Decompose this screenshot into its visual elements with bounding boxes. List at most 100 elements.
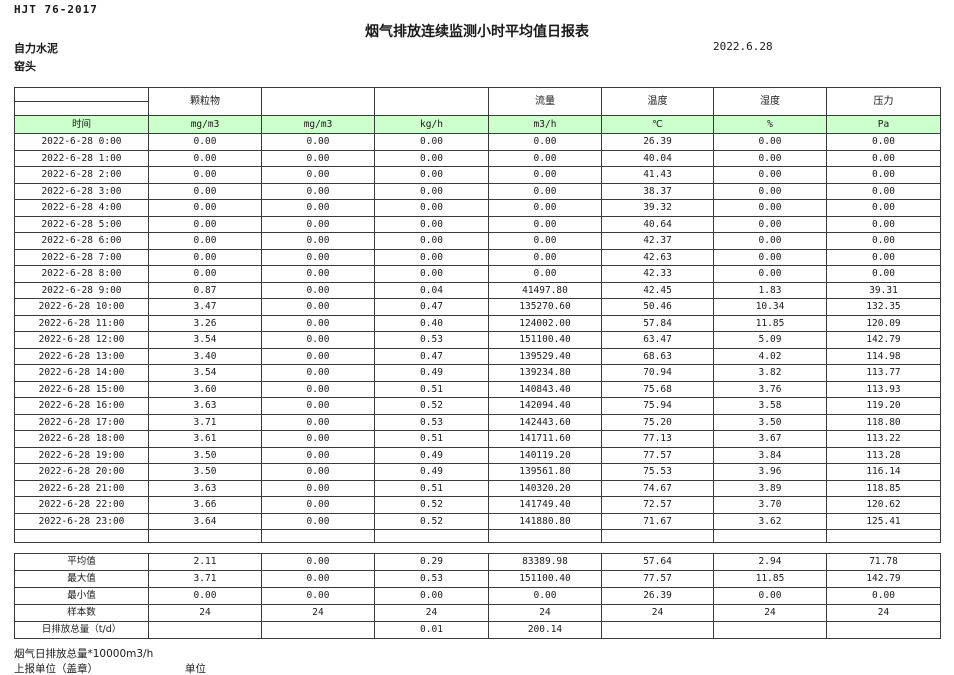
value-cell: 3.71 [148, 413, 262, 431]
value-cell: 0.00 [148, 182, 262, 200]
value-cell: 0.00 [713, 166, 827, 184]
flow-total-note: 烟气日排放总量*10000m3/h [14, 648, 154, 660]
value-cell: 139234.80 [488, 364, 602, 382]
time-cell: 2022-6-28 20:00 [14, 463, 149, 481]
table-row: 2022-6-28 12:00 3.54 0.00 0.53 151100.40 63.4… [14, 331, 941, 349]
time-cell: 2022-6-28 1:00 [14, 149, 149, 167]
value-cell: 0.00 [826, 182, 941, 200]
value-cell: 0.00 [261, 298, 375, 316]
value-cell: 0.00 [488, 199, 602, 217]
value-cell: 0.00 [261, 413, 375, 431]
value-cell: 0.00 [713, 232, 827, 250]
value-cell: 0.00 [826, 248, 941, 266]
value-cell: 75.68 [601, 380, 714, 398]
units-row: 时间 mg/m3 mg/m3 kg/h m3/h ℃ % Pa [14, 115, 941, 134]
value-cell: 3.66 [148, 496, 262, 514]
value-cell: 75.53 [601, 463, 714, 481]
value-cell: 0.00 [261, 347, 375, 365]
value-cell: 0.00 [261, 199, 375, 217]
table-row: 2022-6-28 1:00 0.00 0.00 0.00 0.00 40.04 0.00 0… [14, 149, 941, 167]
value-cell: 0.00 [374, 248, 489, 266]
value-cell: 75.20 [601, 413, 714, 431]
value-cell: 0.00 [488, 215, 602, 233]
value-cell: 0.00 [713, 215, 827, 233]
table-row: 2022-6-28 4:00 0.00 0.00 0.00 0.00 39.32 0.00 0… [14, 199, 941, 217]
table-row: 2022-6-28 13:00 3.40 0.00 0.47 139529.40 68.6… [14, 347, 941, 365]
value-cell: 3.47 [148, 298, 262, 316]
value-cell: 0.00 [261, 182, 375, 200]
summary-value-cell: 0.00 [261, 587, 375, 605]
value-cell: 0.00 [148, 232, 262, 250]
value-cell: 0.00 [826, 149, 941, 167]
value-cell: 0.00 [826, 166, 941, 184]
time-cell: 2022-6-28 10:00 [14, 298, 149, 316]
value-cell: 0.00 [148, 199, 262, 217]
summary-value-cell: 142.79 [826, 570, 941, 588]
value-cell: 3.40 [148, 347, 262, 365]
summary-value-cell: 11.85 [713, 570, 827, 588]
pm-unit-header: mg/m3 [148, 115, 262, 134]
value-cell: 140320.20 [488, 479, 602, 497]
value-cell: 0.00 [261, 149, 375, 167]
pm-group-header: 颗粒物 [148, 87, 262, 116]
empty-cell [601, 529, 714, 543]
table-row: 2022-6-28 8:00 0.00 0.00 0.00 0.00 42.33 0.00 0… [14, 265, 941, 283]
value-cell: 77.57 [601, 446, 714, 464]
value-cell: 116.14 [826, 463, 941, 481]
summary-table: 平均值 2.11 0.00 0.29 83389.98 57.64 2.94 71.78 最大值… [14, 553, 941, 639]
data-rows-body: 2022-6-28 0:00 0.00 0.00 0.00 0.00 26.39 0.00 0… [14, 133, 941, 543]
time-cell: 2022-6-28 8:00 [14, 265, 149, 283]
temperature-unit-header: ℃ [601, 115, 714, 134]
value-cell: 139561.80 [488, 463, 602, 481]
value-cell: 0.00 [261, 265, 375, 283]
value-cell: 139529.40 [488, 347, 602, 365]
empty-row [14, 529, 941, 543]
value-cell: 68.63 [601, 347, 714, 365]
summary-value-cell: 0.53 [374, 570, 489, 588]
value-cell: 3.50 [148, 446, 262, 464]
summary-value-cell: 83389.98 [488, 553, 602, 571]
value-cell: 40.04 [601, 149, 714, 167]
value-cell: 0.00 [261, 281, 375, 299]
value-cell: 113.28 [826, 446, 941, 464]
summary-value-cell: 57.64 [601, 553, 714, 571]
value-cell: 3.26 [148, 314, 262, 332]
summary-value-cell: 24 [261, 604, 375, 622]
empty-cell [713, 529, 827, 543]
value-cell: 0.00 [713, 265, 827, 283]
value-cell: 3.50 [713, 413, 827, 431]
value-cell: 3.76 [713, 380, 827, 398]
summary-value-cell: 24 [148, 604, 262, 622]
time-cell: 2022-6-28 12:00 [14, 331, 149, 349]
value-cell: 0.00 [713, 149, 827, 167]
summary-label-cell: 平均值 [14, 553, 149, 571]
time-cell: 2022-6-28 11:00 [14, 314, 149, 332]
value-cell: 42.45 [601, 281, 714, 299]
value-cell: 0.00 [261, 248, 375, 266]
value-cell: 41.43 [601, 166, 714, 184]
table-row: 2022-6-28 20:00 3.50 0.00 0.49 139561.80 75.5… [14, 463, 941, 481]
summary-value-cell [601, 621, 714, 639]
value-cell: 132.35 [826, 298, 941, 316]
value-cell: 140843.40 [488, 380, 602, 398]
value-cell: 0.00 [148, 265, 262, 283]
value-cell: 3.70 [713, 496, 827, 514]
summary-value-cell [713, 621, 827, 639]
rate-unit-header: kg/h [374, 115, 489, 134]
group-header-row: 颗粒物 流量 温度 湿度 压力 [14, 87, 941, 116]
flow-unit-header: m3/h [488, 115, 602, 134]
value-cell: 0.00 [826, 232, 941, 250]
summary-value-cell: 2.11 [148, 553, 262, 571]
time-header-top-cell [14, 87, 149, 102]
value-cell: 0.00 [713, 133, 827, 151]
value-cell: 41497.80 [488, 281, 602, 299]
value-cell: 63.47 [601, 331, 714, 349]
table-row: 2022-6-28 7:00 0.00 0.00 0.00 0.00 42.63 0.00 0… [14, 248, 941, 266]
value-cell: 113.22 [826, 430, 941, 448]
time-cell: 2022-6-28 6:00 [14, 232, 149, 250]
summary-row: 最大值 3.71 0.00 0.53 151100.40 77.57 11.85 142.79 [14, 570, 941, 588]
summary-value-cell: 0.01 [374, 621, 489, 639]
value-cell: 0.04 [374, 281, 489, 299]
table-row: 2022-6-28 2:00 0.00 0.00 0.00 0.00 41.43 0.00 0… [14, 166, 941, 184]
value-cell: 39.31 [826, 281, 941, 299]
